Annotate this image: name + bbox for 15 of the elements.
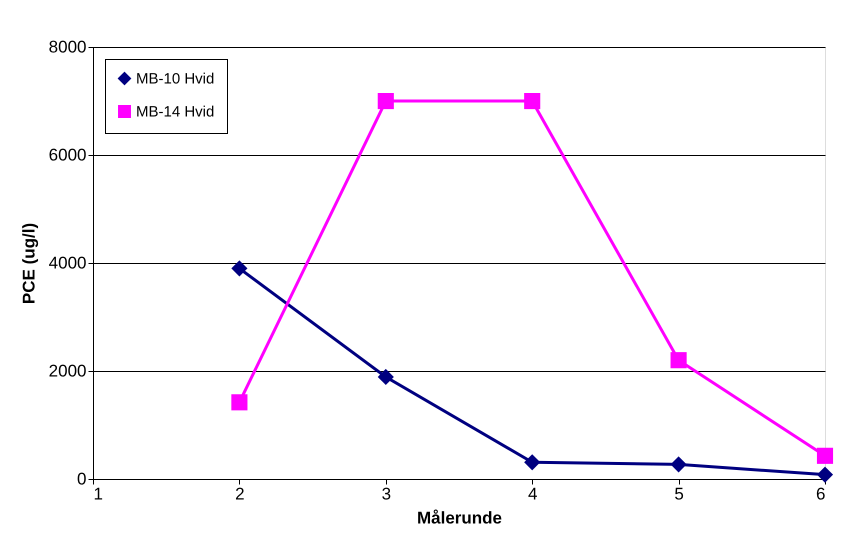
legend-label: MB-10 Hvid	[136, 70, 214, 88]
x-tick-label: 6	[816, 484, 826, 504]
y-tick-label: 6000	[48, 146, 86, 164]
x-tick-label: 2	[235, 484, 245, 504]
y-tick-label: 0	[77, 470, 86, 488]
x-tick-label: 4	[528, 484, 538, 504]
x-tick-label: 5	[674, 484, 684, 504]
y-tick-label: 8000	[48, 38, 86, 56]
x-tick-label: 1	[94, 484, 103, 504]
legend-label: MB-14 Hvid	[136, 104, 214, 120]
x-axis-title: Målerunde	[416, 508, 502, 528]
y-tick-label: 4000	[48, 254, 86, 272]
y-axis-title: PCE (ug/l)	[20, 222, 39, 304]
x-tick-label: 3	[382, 484, 392, 504]
y-tick-label: 2000	[48, 362, 86, 380]
